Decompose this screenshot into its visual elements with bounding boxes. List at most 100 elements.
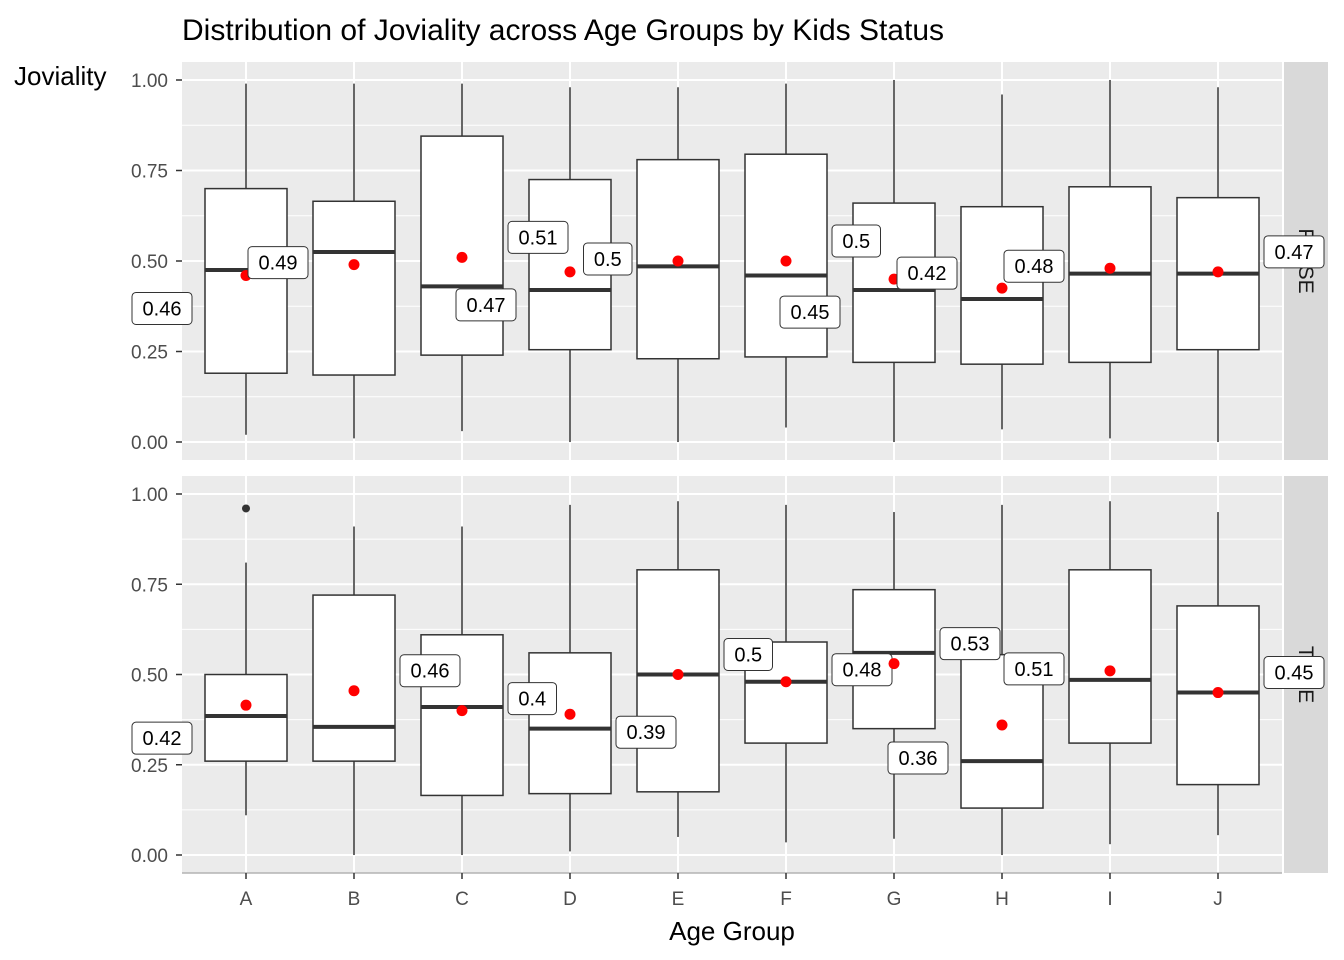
mean-label-box [399, 654, 461, 688]
x-tick-label: B [348, 889, 361, 910]
mean-label-text: 0.49 [259, 253, 298, 275]
mean-label-text: 0.5 [842, 231, 870, 253]
mean-point [1212, 687, 1224, 699]
box-i [1068, 80, 1152, 439]
mean-point [672, 669, 684, 680]
box-iqr [420, 135, 504, 356]
box-iqr [312, 594, 396, 762]
mean-point [456, 251, 468, 263]
x-tick-label: J [1213, 889, 1223, 910]
mean-label-text: 0.45 [791, 302, 830, 324]
mean-label-box [723, 638, 773, 671]
mean-label: 0.47 [455, 288, 517, 322]
mean-label-box [583, 242, 633, 276]
mean-label-box [831, 224, 881, 258]
mean-point [888, 658, 900, 670]
x-tick-label: I [1107, 889, 1112, 910]
mean-label-box [939, 627, 1001, 661]
mean-label: 0.36 [887, 741, 949, 775]
mean-label-box [1263, 656, 1325, 690]
mean-point [348, 259, 360, 271]
mean-label-text: 0.39 [627, 722, 666, 744]
x-tick-label: A [240, 889, 253, 910]
mean-label-box [896, 256, 958, 290]
mean-label-text: 0.48 [1015, 256, 1054, 278]
mean-label: 0.46 [131, 291, 193, 325]
mean-label-text: 0.36 [899, 748, 938, 770]
box-h [960, 504, 1044, 855]
mean-label-text: 0.5 [734, 645, 762, 667]
mean-label-text: 0.51 [519, 227, 558, 249]
x-axis-title: Age Group [669, 916, 795, 946]
y-tick-label: 0.50 [131, 252, 168, 273]
mean-point [456, 705, 468, 717]
box-iqr [1068, 569, 1152, 744]
mean-label: 0.51 [507, 220, 569, 254]
mean-point [780, 676, 792, 688]
mean-label-text: 0.5 [594, 249, 622, 271]
y-tick-label: 0.75 [131, 162, 168, 183]
outlier-point [242, 504, 250, 513]
mean-point [564, 266, 576, 278]
mean-label-box [507, 682, 557, 716]
x-tick-label: E [672, 889, 685, 910]
mean-label: 0.5 [831, 224, 881, 258]
mean-label-box [455, 288, 517, 322]
mean-label: 0.48 [831, 653, 893, 687]
mean-label: 0.4 [507, 682, 557, 716]
x-tick-label: H [995, 889, 1009, 910]
y-tick-label: 0.75 [131, 575, 168, 596]
mean-label-text: 0.45 [1275, 663, 1314, 685]
mean-point [780, 255, 792, 267]
y-tick-label: 1.00 [131, 485, 168, 506]
mean-label: 0.45 [779, 295, 841, 329]
mean-point [1104, 262, 1116, 274]
mean-label-box [887, 741, 949, 775]
mean-label-box [615, 715, 677, 749]
mean-point [996, 719, 1008, 731]
box-b [312, 526, 396, 855]
mean-label-box [1003, 652, 1065, 686]
x-tick-label: D [563, 889, 577, 910]
mean-label-text: 0.46 [143, 298, 182, 320]
mean-label: 0.49 [247, 246, 309, 280]
box-a [204, 562, 288, 816]
mean-label: 0.5 [723, 638, 773, 671]
mean-label: 0.42 [896, 256, 958, 290]
y-tick-label: 0.25 [131, 756, 168, 777]
mean-label-text: 0.48 [843, 660, 882, 682]
mean-label-text: 0.47 [467, 295, 506, 317]
box-d [528, 504, 612, 852]
box-i [1068, 501, 1152, 845]
mean-label-text: 0.51 [1015, 659, 1054, 681]
mean-point [672, 255, 684, 267]
y-tick-label: 1.00 [131, 71, 168, 92]
mean-label: 0.51 [1003, 652, 1065, 686]
mean-label: 0.48 [1003, 249, 1065, 283]
box-iqr [636, 569, 720, 793]
mean-label-text: 0.4 [518, 689, 546, 711]
mean-point [348, 685, 360, 697]
x-tick-label: F [780, 889, 792, 910]
y-tick-label: 0.25 [131, 343, 168, 364]
mean-label-box [507, 220, 569, 254]
mean-label-text: 0.42 [908, 263, 947, 285]
box-iqr [312, 200, 396, 376]
mean-point [564, 708, 576, 720]
box-b [312, 83, 396, 439]
mean-label: 0.42 [131, 721, 193, 755]
y-tick-label: 0.00 [131, 433, 168, 454]
mean-label: 0.53 [939, 627, 1001, 661]
mean-point [996, 282, 1008, 294]
x-tick-label: G [887, 889, 902, 910]
facet-panel-false: 0.000.250.500.751.00FALSE0.460.490.510.4… [131, 62, 1328, 460]
mean-label-text: 0.42 [143, 728, 182, 750]
plot-area: 0.000.250.500.751.00FALSE0.460.490.510.4… [131, 62, 1328, 910]
mean-label-text: 0.46 [411, 661, 450, 683]
box-e [636, 501, 720, 837]
mean-label: 0.5 [583, 242, 633, 276]
mean-label-box [1263, 235, 1325, 269]
mean-label: 0.45 [1263, 656, 1325, 690]
box-iqr [960, 653, 1044, 809]
